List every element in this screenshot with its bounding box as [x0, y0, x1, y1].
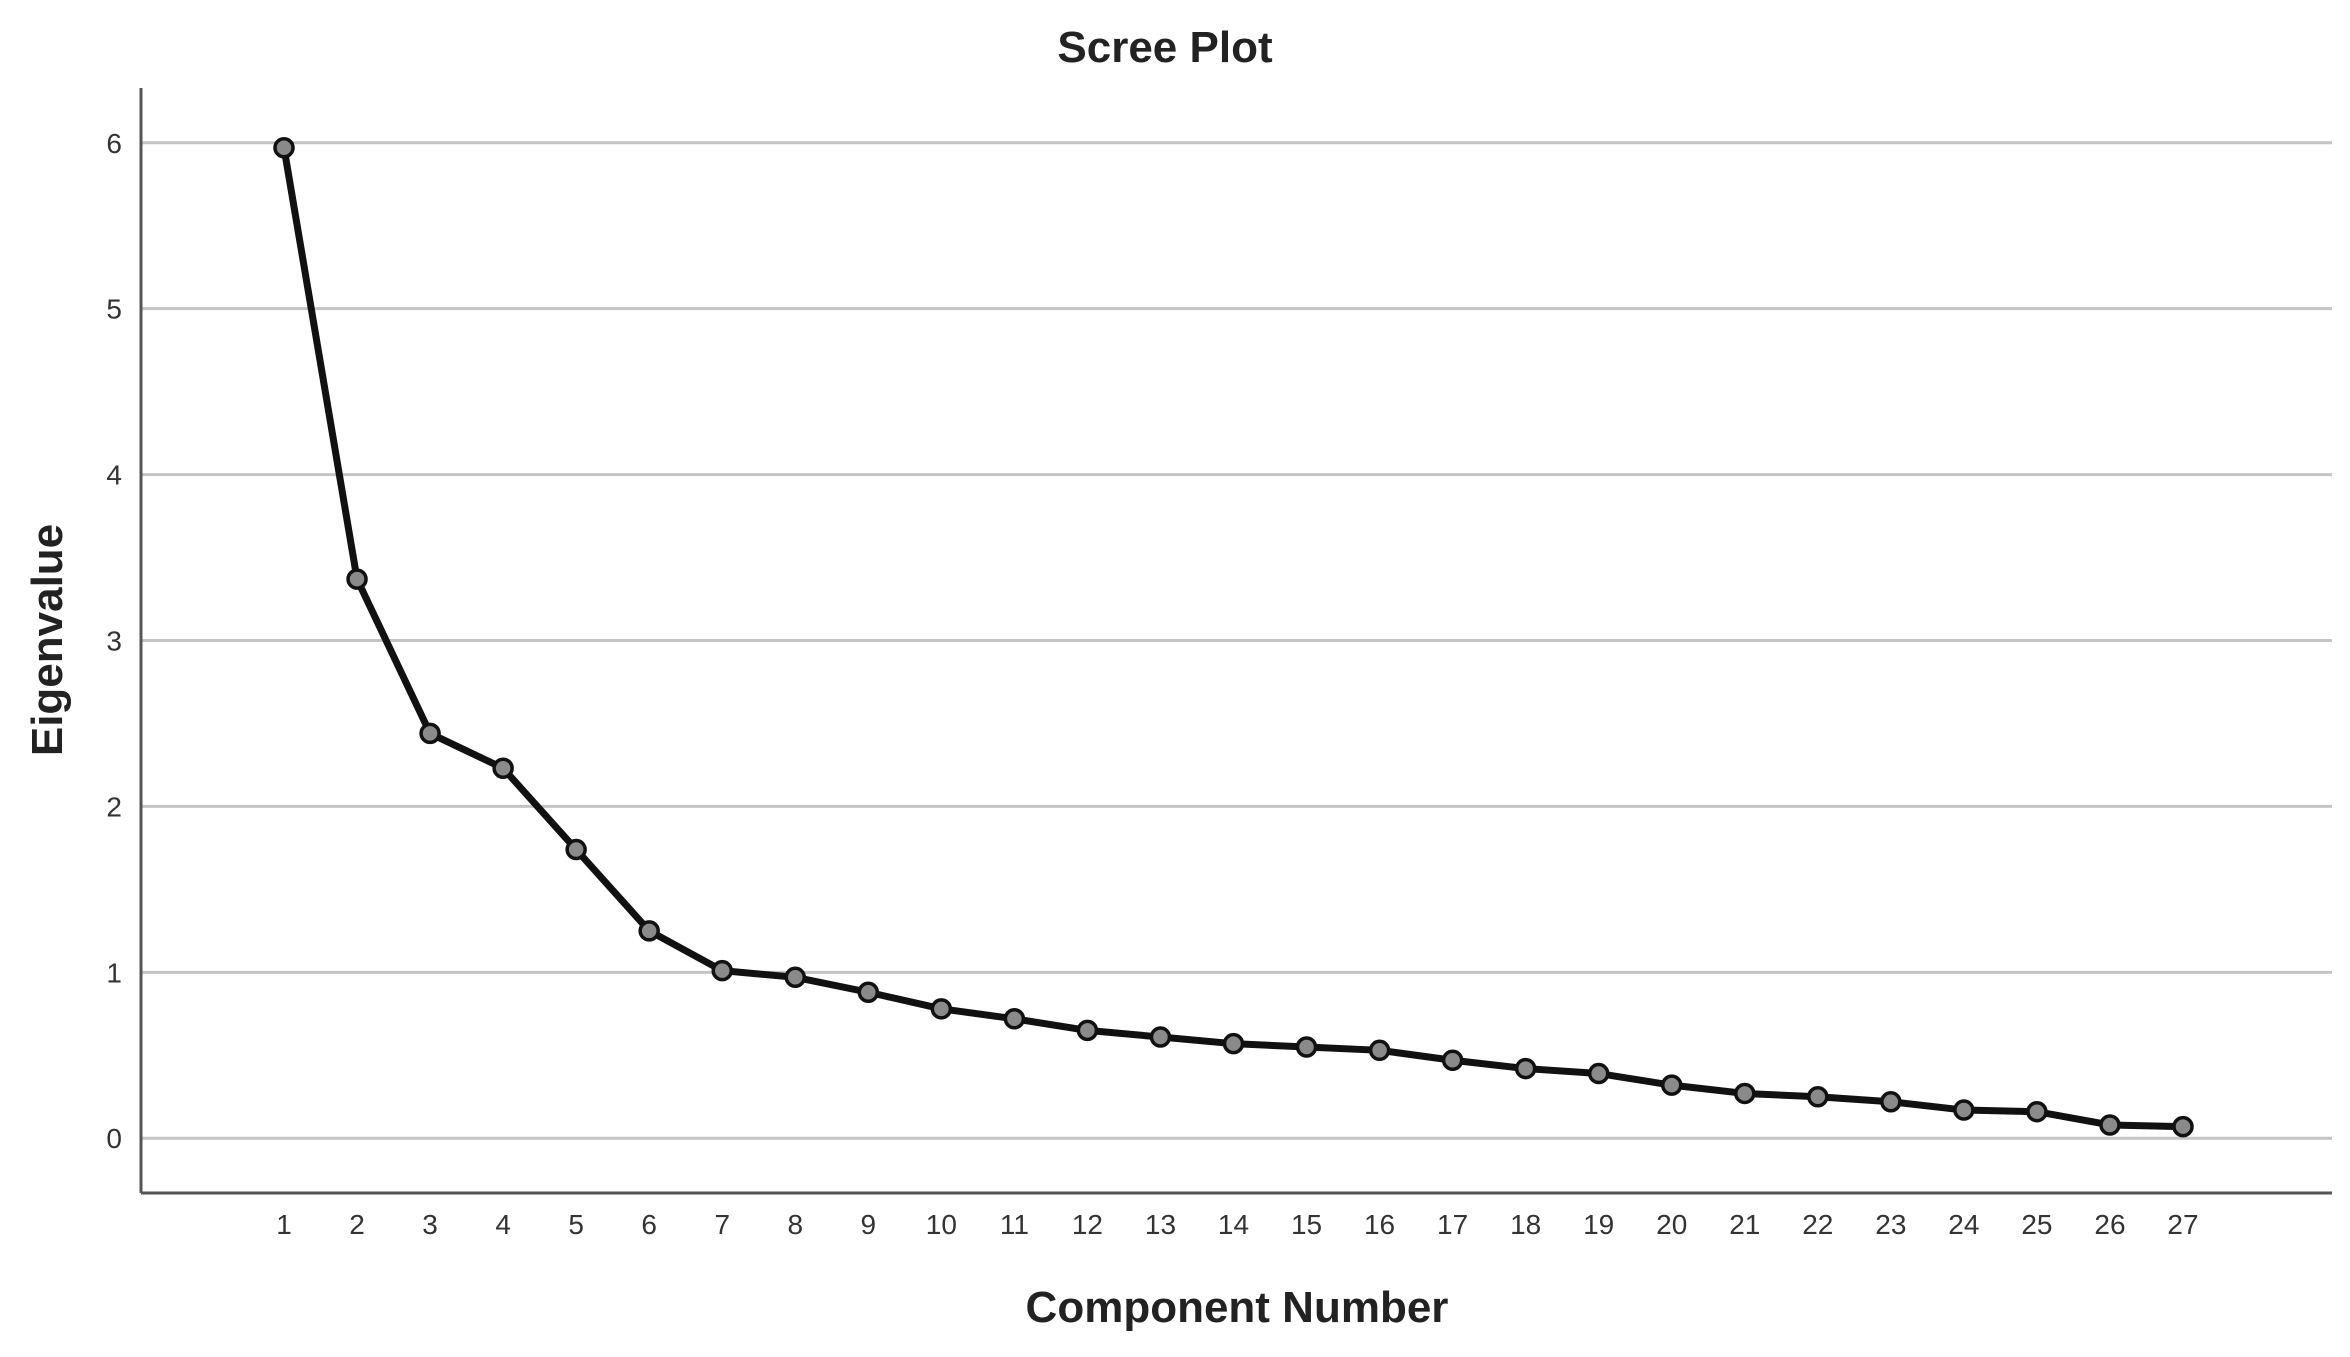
data-point: [492, 757, 514, 780]
data-point: [346, 568, 368, 590]
series-line: [280, 144, 2187, 1131]
data-point: [1368, 1039, 1391, 1062]
data-point: [1222, 1032, 1245, 1055]
x-tick-label: 27: [2167, 1209, 2198, 1240]
data-point: [1514, 1057, 1537, 1080]
x-tick-label: 18: [1510, 1209, 1541, 1240]
y-tick-label: 1: [106, 957, 122, 988]
data-point: [1149, 1026, 1172, 1048]
x-tick-label: 15: [1291, 1209, 1322, 1240]
x-tick-label: 22: [1802, 1209, 1833, 1240]
x-tick-label: 9: [861, 1209, 877, 1240]
x-tick-label: 26: [2094, 1209, 2125, 1240]
x-tick-label: 11: [1000, 1209, 1029, 1240]
x-tick-label: 3: [422, 1209, 438, 1240]
data-point: [1441, 1049, 1464, 1072]
data-point: [1807, 1086, 1829, 1108]
x-tick-label: 24: [1948, 1209, 1979, 1240]
x-tick-label: 7: [714, 1209, 730, 1240]
chart-title: Scree Plot: [1057, 23, 1273, 72]
data-point: [2026, 1100, 2048, 1123]
data-points: [273, 136, 2194, 1138]
x-tick-labels: 1 2 3 4 5 6 7 8 9 10 11 12 13 14 15 16 17 18 19 20 21 22 23 24 2…: [276, 1209, 2198, 1240]
y-tick-label: 6: [106, 128, 122, 159]
y-tick-label: 5: [106, 294, 122, 325]
x-tick-label: 6: [641, 1209, 657, 1240]
x-tick-label: 16: [1364, 1209, 1395, 1240]
x-tick-label: 10: [926, 1209, 957, 1240]
data-point: [1660, 1074, 1683, 1096]
x-tick-label: 21: [1729, 1209, 1760, 1240]
x-tick-label: 1: [276, 1209, 292, 1240]
y-tick-label: 4: [106, 460, 122, 491]
data-point: [1953, 1099, 1975, 1121]
x-tick-label: 17: [1437, 1209, 1468, 1240]
data-point: [1003, 1008, 1026, 1030]
data-point: [711, 959, 733, 982]
data-point: [2099, 1114, 2121, 1136]
x-axis-title: Component Number: [1026, 1283, 1449, 1332]
data-point: [784, 966, 807, 989]
y-tick-label: 0: [106, 1123, 122, 1154]
data-point: [419, 722, 441, 745]
x-tick-label: 25: [2021, 1209, 2052, 1240]
data-point: [1587, 1062, 1610, 1085]
data-point: [857, 981, 880, 1003]
data-point: [1880, 1090, 1902, 1113]
series-eigenvalues: [280, 144, 2187, 1131]
x-tick-label: 12: [1072, 1209, 1103, 1240]
x-tick-label: 20: [1656, 1209, 1687, 1240]
data-point: [638, 920, 660, 942]
y-axis-title: Eigenvalue: [23, 524, 72, 756]
data-point: [1076, 1019, 1099, 1042]
x-tick-label: 23: [1875, 1209, 1906, 1240]
x-tick-label: 13: [1145, 1209, 1176, 1240]
y-tick-label: 3: [106, 626, 122, 657]
x-tick-label: 8: [787, 1209, 803, 1240]
data-point: [1734, 1082, 1756, 1105]
x-tick-label: 19: [1583, 1209, 1614, 1240]
x-tick-label: 5: [568, 1209, 584, 1240]
data-point: [930, 998, 953, 1020]
y-tick-label: 2: [106, 791, 122, 822]
data-point: [273, 136, 295, 159]
x-tick-label: 14: [1218, 1209, 1249, 1240]
x-tick-label: 4: [495, 1209, 511, 1240]
x-tick-label: 2: [349, 1209, 365, 1240]
data-point: [565, 838, 587, 861]
data-point: [1295, 1036, 1318, 1058]
data-point: [2172, 1115, 2194, 1138]
y-tick-labels: 0 1 2 3 4 5 6: [106, 128, 122, 1154]
gridlines: [141, 141, 2332, 1140]
